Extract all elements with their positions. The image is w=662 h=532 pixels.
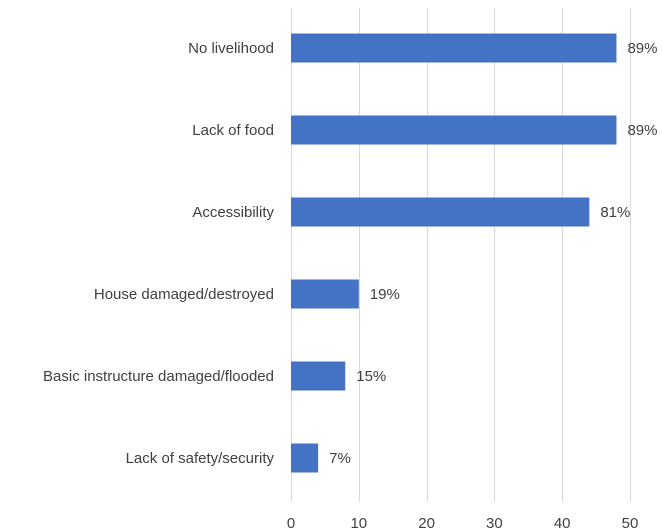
x-tick-label: 40 — [554, 515, 571, 532]
bar — [291, 361, 346, 391]
category-label: Lack of food — [192, 122, 274, 139]
bar — [291, 33, 617, 63]
x-tick-label: 20 — [418, 515, 435, 532]
category-label: Basic instructure damaged/flooded — [43, 368, 274, 385]
data-label: 15% — [356, 368, 386, 385]
data-label: 89% — [627, 122, 657, 139]
x-axis-ticks: 0 10 20 30 40 50 — [287, 515, 639, 532]
category-label: Accessibility — [192, 204, 274, 221]
bar — [291, 115, 617, 145]
bar — [291, 197, 590, 227]
bar — [291, 279, 359, 309]
data-label: 81% — [600, 204, 630, 221]
data-label: 89% — [627, 40, 657, 57]
x-tick-label: 30 — [486, 515, 503, 532]
x-tick-label: 0 — [287, 515, 295, 532]
data-label: 7% — [329, 450, 351, 467]
bars — [291, 33, 617, 473]
x-tick-label: 10 — [350, 515, 367, 532]
data-label: 19% — [370, 286, 400, 303]
bar — [291, 443, 319, 473]
category-label: No livelihood — [188, 40, 274, 57]
category-label: Lack of safety/security — [126, 450, 275, 467]
data-labels: 89% 89% 81% 19% 15% 7% — [329, 40, 657, 467]
category-labels: No livelihood Lack of food Accessibility Ho… — [43, 40, 274, 467]
x-tick-label: 50 — [622, 515, 639, 532]
category-label: House damaged/destroyed — [94, 286, 274, 303]
grid — [291, 8, 631, 502]
